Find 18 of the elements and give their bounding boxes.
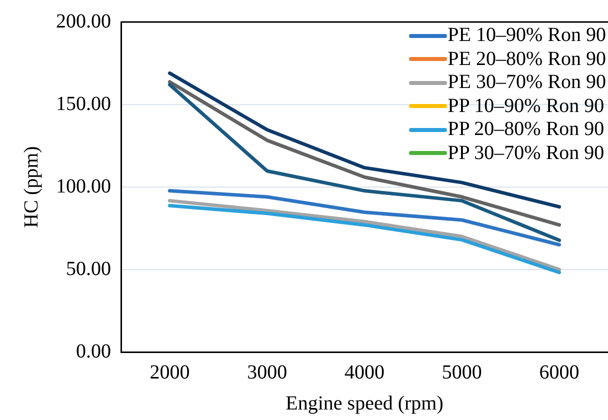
- x-axis-title: Engine speed (rpm): [286, 392, 444, 414]
- legend-label: PE 30–70% Ron 90: [448, 71, 606, 94]
- legend-label: PE 10–90% Ron 90: [448, 24, 606, 48]
- x-tick-label: 2000: [150, 361, 190, 384]
- x-tick-label: 4000: [344, 361, 384, 384]
- y-tick-label: 0.00: [76, 340, 111, 362]
- y-tick-label: 100.00: [56, 175, 111, 198]
- legend-label: PP 30–70% Ron 90: [448, 142, 604, 165]
- legend-label: PE 20–80% Ron 90: [448, 48, 606, 71]
- x-tick-label: 6000: [539, 361, 580, 384]
- x-tick-label: 5000: [442, 361, 482, 384]
- y-tick-label: 50.00: [66, 258, 111, 280]
- y-axis-title: HC (ppm): [20, 146, 42, 228]
- x-tick-label: 3000: [247, 361, 288, 384]
- y-tick-label: 150.00: [56, 92, 111, 115]
- legend-label: PP 10–90% Ron 90: [448, 94, 604, 118]
- y-tick-label: 200.00: [56, 10, 111, 32]
- legend-label: PP 20–80% Ron 90: [448, 118, 604, 142]
